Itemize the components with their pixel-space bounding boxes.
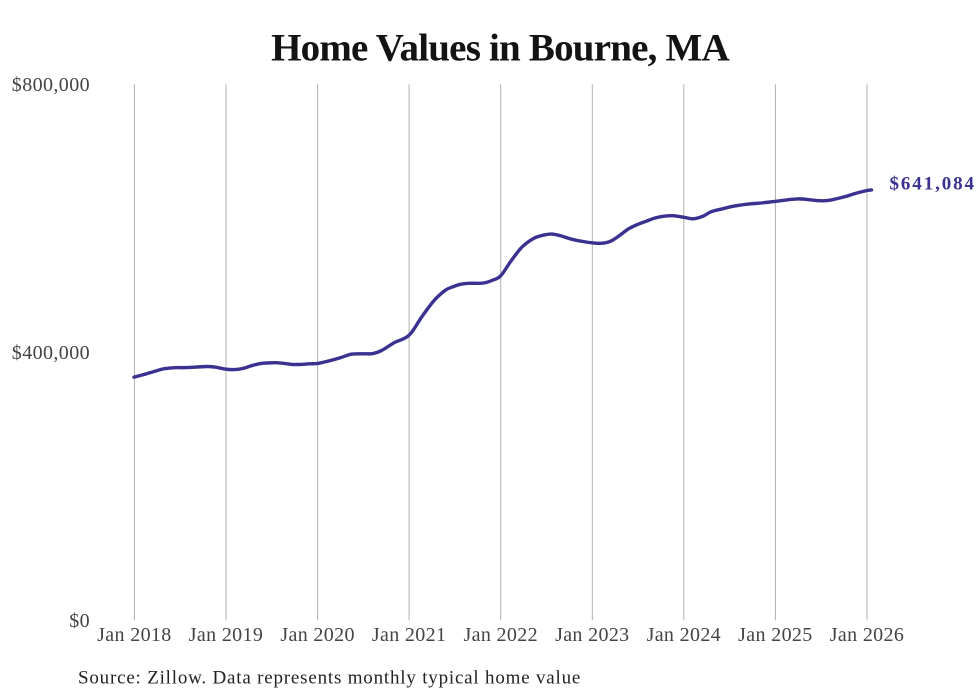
svg-text:Jan 2022: Jan 2022 — [463, 624, 537, 646]
svg-text:Jan 2020: Jan 2020 — [280, 624, 354, 646]
svg-text:Jan 2021: Jan 2021 — [372, 624, 446, 646]
svg-text:Jan 2019: Jan 2019 — [189, 624, 263, 646]
svg-text:$0: $0 — [69, 610, 90, 632]
svg-text:$400,000: $400,000 — [12, 342, 90, 364]
svg-text:Jan 2024: Jan 2024 — [647, 624, 721, 646]
svg-text:Jan 2025: Jan 2025 — [738, 624, 812, 646]
svg-text:Jan 2026: Jan 2026 — [830, 624, 904, 646]
svg-text:Source: Zillow. Data represent: Source: Zillow. Data represents monthly … — [78, 668, 581, 689]
svg-text:Jan 2023: Jan 2023 — [555, 624, 629, 646]
svg-text:Jan 2018: Jan 2018 — [97, 624, 171, 646]
svg-text:$800,000: $800,000 — [12, 74, 90, 96]
svg-text:Home Values in Bourne, MA: Home Values in Bourne, MA — [271, 27, 729, 70]
svg-text:$641,084: $641,084 — [890, 173, 976, 194]
